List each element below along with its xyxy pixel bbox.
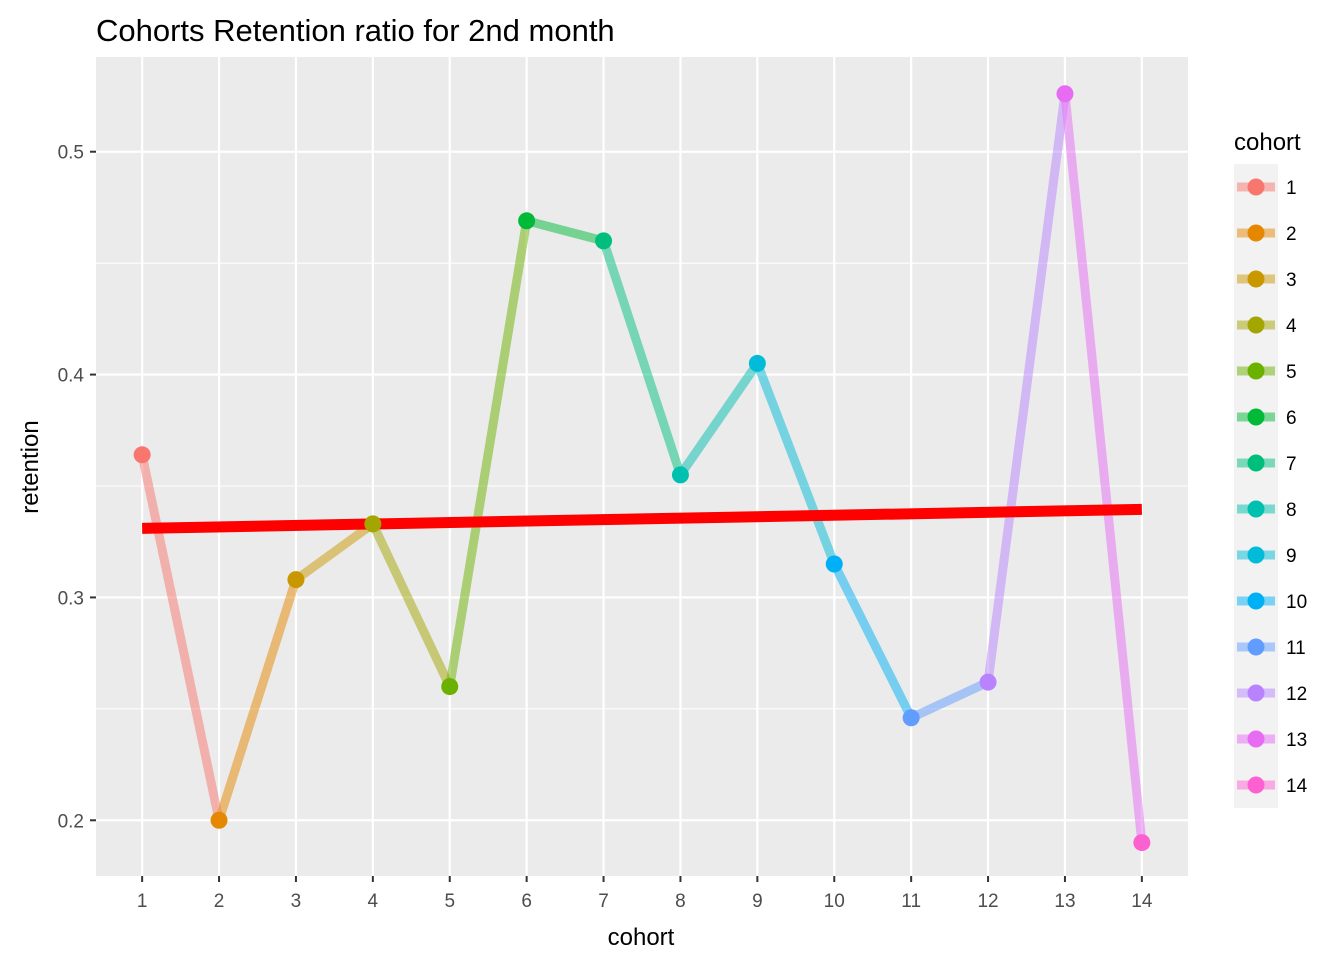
legend-label: 13 — [1286, 730, 1307, 751]
legend-label: 5 — [1286, 362, 1297, 383]
legend-key-point — [1247, 270, 1265, 288]
legend-label: 10 — [1286, 592, 1307, 613]
data-point — [1133, 834, 1151, 852]
series-segment — [676, 360, 762, 478]
legend-title: cohort — [1234, 129, 1301, 156]
series-segment — [830, 561, 916, 720]
x-axis-label: cohort — [608, 924, 675, 951]
chart-title: Cohorts Retention ratio for 2nd month — [96, 13, 615, 48]
series-segment — [1060, 93, 1147, 844]
data-point — [979, 673, 997, 691]
data-point — [518, 212, 536, 230]
legend-label: 11 — [1286, 638, 1306, 659]
legend-key-point — [1247, 178, 1265, 196]
plot-panel — [96, 57, 1188, 876]
x-tick-label: 7 — [598, 891, 609, 912]
legend-key-point — [1247, 684, 1265, 702]
data-point — [287, 571, 305, 589]
legend-key-point — [1247, 408, 1265, 426]
data-point — [210, 811, 228, 829]
legend-key-point — [1247, 316, 1265, 334]
series-segment — [368, 521, 454, 689]
legend-label: 9 — [1286, 546, 1297, 567]
x-tick-label: 9 — [752, 891, 763, 912]
x-tick-label: 13 — [1054, 891, 1075, 912]
legend-key-point — [1247, 592, 1265, 610]
y-tick-label: 0.4 — [58, 366, 85, 387]
x-tick-label: 12 — [977, 891, 998, 912]
x-tick-label: 11 — [901, 891, 921, 912]
grid-major — [96, 57, 1188, 876]
legend-label: 7 — [1286, 454, 1297, 475]
series-points — [133, 85, 1151, 852]
series-segment — [137, 453, 224, 822]
legend-label: 6 — [1286, 408, 1297, 429]
data-point — [595, 232, 613, 250]
x-tick-label: 4 — [368, 891, 379, 912]
x-axis: 1 2 3 4 5 6 7 8 9 10 11 12 13 14 — [137, 876, 1153, 912]
x-tick-label: 10 — [824, 891, 845, 912]
legend-label: 1 — [1286, 178, 1297, 199]
data-point — [364, 515, 382, 533]
data-point — [441, 678, 459, 696]
y-axis-label: retention — [17, 420, 44, 513]
x-tick-label: 8 — [675, 891, 686, 912]
y-tick-label: 0.5 — [58, 143, 84, 164]
grid-minor — [96, 262, 1188, 710]
x-tick-label: 2 — [214, 891, 225, 912]
series-segment — [214, 578, 301, 822]
x-tick-label: 3 — [291, 891, 302, 912]
data-point — [748, 354, 766, 372]
x-tick-label: 6 — [521, 891, 532, 912]
legend-key-point — [1247, 224, 1265, 242]
legend-key-point — [1247, 362, 1265, 380]
legend-label: 12 — [1286, 684, 1307, 705]
series-segment — [983, 93, 1070, 683]
y-tick-label: 0.2 — [58, 811, 84, 832]
legend-label: 14 — [1286, 776, 1308, 797]
legend-label: 3 — [1286, 270, 1297, 291]
legend-key-point — [1247, 500, 1265, 518]
data-point — [1056, 85, 1074, 103]
data-point — [671, 466, 689, 484]
series-segment — [599, 239, 685, 477]
legend-key-point — [1247, 638, 1265, 656]
legend-key-point — [1247, 546, 1265, 564]
trend-line — [142, 503, 1142, 534]
legend-label: 2 — [1286, 224, 1297, 245]
legend-key-background — [1234, 164, 1278, 808]
legend-key-point — [1247, 730, 1265, 748]
legend-label: 8 — [1286, 500, 1297, 521]
y-axis: 0.2 0.3 0.4 0.5 — [58, 143, 96, 832]
data-point — [902, 709, 920, 727]
data-point — [133, 446, 151, 464]
series-segments — [137, 93, 1147, 844]
x-tick-label: 14 — [1131, 891, 1153, 912]
series-segment — [525, 216, 605, 246]
series-segment — [445, 220, 532, 688]
data-point — [825, 555, 843, 573]
trend-line-group — [142, 503, 1142, 534]
series-segment — [753, 361, 839, 566]
legend-label: 4 — [1286, 316, 1297, 337]
legend-key-point — [1247, 454, 1265, 472]
x-tick-label: 5 — [444, 891, 455, 912]
x-tick-label: 1 — [137, 891, 148, 912]
legend-key-point — [1247, 776, 1265, 794]
series-segment — [293, 520, 376, 584]
series-segment — [909, 678, 990, 722]
y-tick-label: 0.3 — [58, 588, 84, 609]
